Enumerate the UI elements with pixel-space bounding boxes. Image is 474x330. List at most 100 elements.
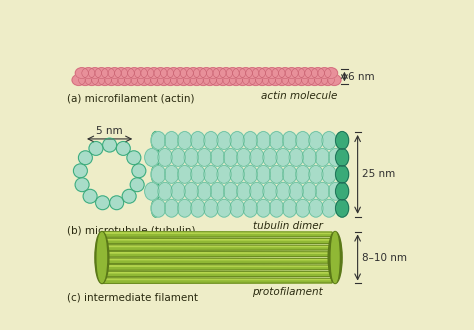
Ellipse shape — [97, 233, 107, 282]
Ellipse shape — [103, 138, 117, 152]
Ellipse shape — [336, 132, 349, 149]
Ellipse shape — [134, 68, 147, 79]
Ellipse shape — [177, 165, 192, 183]
Ellipse shape — [250, 182, 264, 200]
Text: tubulin dimer: tubulin dimer — [253, 220, 323, 231]
Ellipse shape — [315, 75, 328, 85]
Ellipse shape — [210, 182, 225, 200]
Ellipse shape — [230, 132, 245, 149]
Ellipse shape — [151, 132, 166, 149]
Polygon shape — [102, 271, 332, 277]
Ellipse shape — [302, 148, 317, 166]
Ellipse shape — [246, 68, 259, 79]
Ellipse shape — [131, 75, 144, 85]
Ellipse shape — [118, 75, 131, 85]
Ellipse shape — [229, 75, 243, 85]
Ellipse shape — [191, 199, 205, 217]
Ellipse shape — [269, 132, 284, 149]
Text: (c) intermediate filament: (c) intermediate filament — [67, 293, 198, 303]
Ellipse shape — [191, 165, 205, 183]
Text: (a) microfilament (actin): (a) microfilament (actin) — [67, 93, 194, 104]
Ellipse shape — [127, 151, 141, 165]
Ellipse shape — [331, 232, 339, 282]
Text: 25 nm: 25 nm — [362, 169, 395, 179]
Ellipse shape — [285, 68, 298, 79]
Ellipse shape — [95, 68, 108, 79]
Ellipse shape — [289, 182, 303, 200]
Ellipse shape — [298, 68, 311, 79]
Ellipse shape — [328, 148, 343, 166]
Ellipse shape — [151, 165, 160, 183]
Text: 8–10 nm: 8–10 nm — [362, 252, 407, 262]
Ellipse shape — [184, 148, 199, 166]
Ellipse shape — [78, 151, 92, 165]
Ellipse shape — [132, 164, 146, 178]
Ellipse shape — [177, 199, 192, 217]
Ellipse shape — [328, 182, 343, 200]
Polygon shape — [102, 239, 332, 240]
Ellipse shape — [276, 182, 290, 200]
Ellipse shape — [249, 75, 262, 85]
Ellipse shape — [121, 68, 134, 79]
Ellipse shape — [269, 165, 284, 183]
Polygon shape — [102, 259, 332, 260]
Ellipse shape — [315, 148, 329, 166]
Ellipse shape — [151, 199, 166, 217]
Ellipse shape — [193, 68, 207, 79]
Ellipse shape — [237, 182, 251, 200]
Polygon shape — [102, 279, 332, 280]
Ellipse shape — [171, 148, 185, 166]
Ellipse shape — [154, 68, 167, 79]
Ellipse shape — [269, 199, 284, 217]
Ellipse shape — [98, 75, 111, 85]
Ellipse shape — [210, 75, 223, 85]
Ellipse shape — [328, 232, 342, 283]
Ellipse shape — [158, 148, 172, 166]
Ellipse shape — [223, 148, 238, 166]
Ellipse shape — [157, 75, 171, 85]
Ellipse shape — [336, 199, 349, 217]
Ellipse shape — [204, 199, 218, 217]
Polygon shape — [102, 258, 332, 264]
Ellipse shape — [263, 148, 277, 166]
Ellipse shape — [289, 75, 301, 85]
Ellipse shape — [204, 165, 218, 183]
Ellipse shape — [91, 75, 105, 85]
Ellipse shape — [230, 165, 245, 183]
Ellipse shape — [203, 75, 216, 85]
Ellipse shape — [239, 68, 252, 79]
Polygon shape — [102, 272, 332, 273]
Ellipse shape — [324, 68, 337, 79]
Ellipse shape — [164, 132, 179, 149]
Ellipse shape — [255, 75, 269, 85]
Ellipse shape — [128, 68, 141, 79]
Text: protofilament: protofilament — [253, 287, 323, 297]
Ellipse shape — [180, 68, 193, 79]
Text: (b) microtubule (tubulin): (b) microtubule (tubulin) — [67, 226, 195, 236]
Ellipse shape — [321, 75, 334, 85]
Ellipse shape — [296, 199, 310, 217]
Ellipse shape — [96, 196, 109, 210]
Ellipse shape — [164, 165, 179, 183]
Ellipse shape — [233, 68, 246, 79]
Polygon shape — [102, 265, 332, 267]
Ellipse shape — [283, 199, 297, 217]
Ellipse shape — [309, 132, 323, 149]
Ellipse shape — [315, 182, 329, 200]
Ellipse shape — [82, 68, 95, 79]
Ellipse shape — [256, 199, 271, 217]
Ellipse shape — [269, 75, 282, 85]
Ellipse shape — [173, 68, 187, 79]
Ellipse shape — [283, 132, 297, 149]
Ellipse shape — [336, 165, 349, 183]
Ellipse shape — [79, 75, 92, 85]
Ellipse shape — [200, 68, 213, 79]
Ellipse shape — [206, 68, 219, 79]
Ellipse shape — [151, 182, 160, 200]
Ellipse shape — [309, 199, 323, 217]
Ellipse shape — [161, 68, 173, 79]
Ellipse shape — [217, 132, 231, 149]
Ellipse shape — [72, 75, 85, 85]
Ellipse shape — [279, 68, 292, 79]
Ellipse shape — [295, 75, 308, 85]
